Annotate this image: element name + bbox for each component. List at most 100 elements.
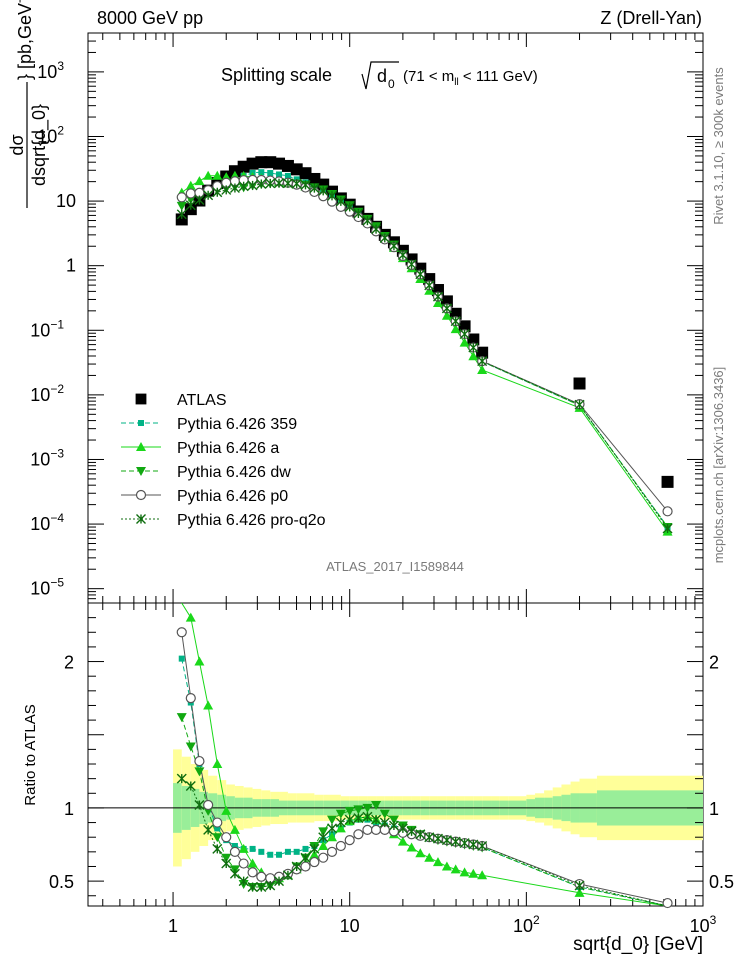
ratio-point — [238, 876, 249, 887]
series-point — [335, 196, 346, 207]
series-point — [662, 506, 673, 517]
y-label-denominator: dsqrt{d_0} — [29, 104, 50, 186]
atlas-point — [476, 346, 489, 359]
ratio-point — [327, 815, 338, 825]
ratio-point — [344, 835, 355, 846]
ratio-point — [176, 773, 187, 784]
ratio-point — [212, 759, 223, 769]
legend-label: ATLAS — [177, 392, 227, 409]
ratio-point — [362, 811, 373, 822]
ratio-point — [300, 852, 311, 863]
ratio-y-tick-label-right: 1 — [709, 799, 719, 819]
ratio-point — [468, 839, 479, 850]
ratio-point — [459, 838, 470, 849]
ratio-point — [302, 845, 309, 852]
ratio-point — [477, 870, 488, 880]
ratio-plot-frame — [87, 602, 704, 907]
series-markers — [175, 156, 674, 909]
ratio-point — [309, 856, 320, 868]
series-point — [662, 523, 673, 534]
ratio-point — [318, 832, 329, 843]
ratio-point — [203, 700, 214, 710]
ratio-point — [229, 824, 240, 834]
ratio-point — [450, 836, 461, 847]
y-tick-label: 10−1 — [30, 317, 64, 340]
ratio-point — [662, 897, 673, 909]
ratio-point — [397, 823, 408, 834]
ratio-line-2 — [181, 602, 668, 907]
ratio-point — [194, 800, 205, 810]
rivet-label: Rivet 3.1.10, ≥ 300k events — [711, 67, 726, 225]
ratio-point — [371, 814, 382, 825]
ratio-point — [335, 817, 346, 828]
ratio-point — [441, 835, 452, 846]
series-point — [450, 324, 461, 334]
ratio-point — [231, 842, 238, 849]
y-tick-label: 10−3 — [30, 446, 64, 469]
ratio-point — [406, 826, 417, 837]
ratio-point — [335, 809, 346, 819]
ratio-point — [178, 655, 185, 662]
ratio-point — [344, 806, 355, 816]
ratio-point — [247, 881, 258, 892]
series-point — [185, 180, 196, 190]
ratio-point — [212, 817, 223, 828]
ratio-point — [379, 817, 390, 828]
ratio-point — [388, 820, 399, 831]
sqrt-symbol-icon — [361, 61, 399, 90]
ratio-point — [353, 813, 364, 824]
legend-label: Pythia 6.426 359 — [177, 416, 297, 433]
ratio-point — [256, 871, 267, 882]
x-tick-label: 102 — [513, 913, 540, 936]
series-point — [432, 291, 443, 302]
ratio-point — [238, 858, 249, 869]
ratio-point — [327, 823, 338, 834]
legend: ATLAS Pythia 6.426 359 Pythia 6.426 a Pythi… — [121, 392, 326, 529]
series-point — [282, 178, 293, 189]
series-point — [432, 297, 443, 307]
ratio-point — [450, 864, 461, 874]
ratio-point — [318, 840, 329, 850]
x-tick-label: 103 — [690, 913, 717, 936]
legend-marker — [136, 442, 146, 451]
ratio-point — [212, 843, 223, 854]
ratio-point — [468, 868, 479, 878]
ratio-point — [309, 849, 320, 859]
ratio-point — [185, 693, 196, 704]
ratio-point — [282, 870, 293, 881]
legend-marker — [135, 393, 147, 405]
y-tick-label: 103 — [37, 59, 64, 82]
ratio-point — [335, 823, 346, 833]
ratio-point — [362, 803, 373, 813]
y-tick-label: 10−5 — [30, 576, 64, 599]
x-tick-label: 10 — [340, 916, 360, 936]
ratio-point — [574, 887, 585, 897]
title-symbol: d — [377, 66, 387, 86]
ratio-point — [459, 867, 470, 877]
ratio-point — [176, 713, 187, 723]
ratio-point — [424, 832, 435, 843]
ratio-point — [326, 846, 338, 857]
ratio-point — [379, 809, 390, 819]
ratio-point — [276, 851, 283, 858]
series-point — [415, 269, 426, 280]
ratio-point — [194, 767, 205, 777]
series-point — [203, 190, 214, 201]
ratio-y-tick-label-right: 0.5 — [709, 872, 734, 892]
atlas-point — [661, 475, 674, 488]
ratio-point — [291, 861, 302, 872]
series-point — [388, 240, 399, 251]
series-point — [353, 208, 364, 219]
y-tick-label: 10 — [56, 191, 76, 211]
ratio-point — [415, 829, 426, 840]
ratio-point — [194, 755, 205, 767]
axes: 1 10 102 10310−510−410−310−210−11101021030.… — [30, 32, 734, 936]
ratio-point — [335, 840, 346, 852]
series-point — [424, 280, 435, 291]
series-point — [344, 202, 355, 213]
series-point — [379, 232, 390, 243]
ratio-point — [441, 861, 452, 871]
ratio-point — [477, 840, 488, 851]
series-point — [477, 364, 488, 374]
series-point — [441, 303, 452, 314]
